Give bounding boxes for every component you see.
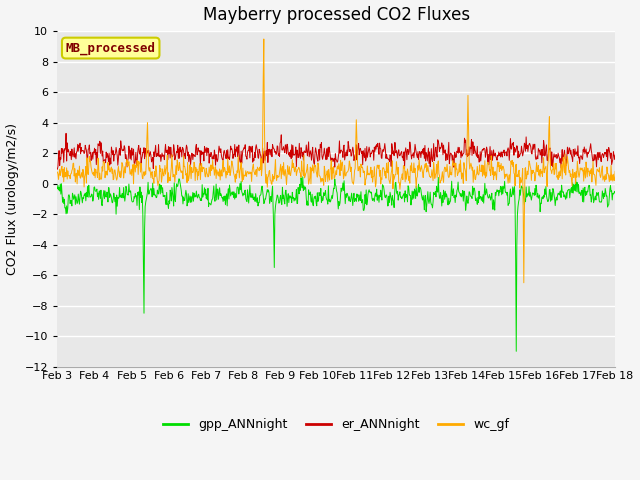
gpp_ANNnight [54,186,61,192]
gpp_ANNnight [584,184,592,190]
Line: wc_gf: wc_gf [58,39,615,283]
er_ANNnight [285,149,293,155]
er_ANNnight [62,131,70,136]
er_ANNnight [54,167,61,172]
gpp_ANNnight [299,174,307,180]
gpp_ANNnight [80,192,88,198]
wc_gf [383,160,390,166]
Y-axis label: CO2 Flux (urology/m2/s): CO2 Flux (urology/m2/s) [6,123,19,275]
wc_gf [80,184,88,190]
er_ANNnight [611,153,619,158]
wc_gf [584,168,592,174]
er_ANNnight [383,151,390,157]
wc_gf [54,169,61,175]
Line: er_ANNnight: er_ANNnight [58,133,615,169]
gpp_ANNnight [593,193,601,199]
wc_gf [157,166,164,172]
gpp_ANNnight [383,192,390,198]
er_ANNnight [81,149,88,155]
gpp_ANNnight [611,190,619,196]
Title: Mayberry processed CO2 Fluxes: Mayberry processed CO2 Fluxes [203,6,470,24]
wc_gf [611,168,619,174]
er_ANNnight [157,154,165,160]
er_ANNnight [584,150,591,156]
wc_gf [593,166,601,172]
wc_gf [260,36,268,42]
wc_gf [285,164,293,169]
wc_gf [520,280,527,286]
gpp_ANNnight [513,348,520,354]
er_ANNnight [593,164,600,170]
gpp_ANNnight [285,200,292,205]
Legend: gpp_ANNnight, er_ANNnight, wc_gf: gpp_ANNnight, er_ANNnight, wc_gf [158,413,515,436]
Line: gpp_ANNnight: gpp_ANNnight [58,177,615,351]
Text: MB_processed: MB_processed [66,41,156,55]
gpp_ANNnight [157,182,164,188]
